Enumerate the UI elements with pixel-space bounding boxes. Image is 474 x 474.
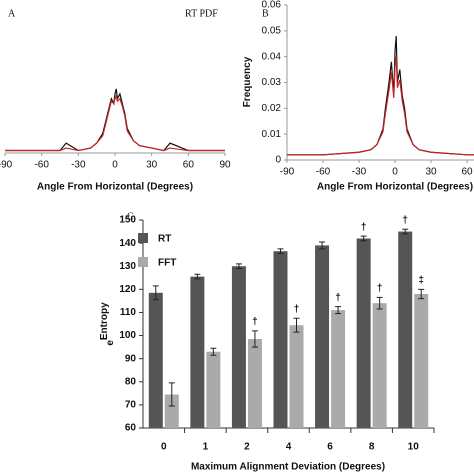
error-bar <box>210 347 217 356</box>
x-axis-label: Maximum Alignment Deviation (Degrees) <box>191 462 385 473</box>
x-tick-label: -90 <box>280 167 295 178</box>
y-tick-label: 70 <box>125 400 137 411</box>
x-tick-label: 0 <box>392 167 398 178</box>
significance-marker: † <box>335 292 341 303</box>
y-tick-label: 0.03 <box>262 77 282 88</box>
y-tick-label: 140 <box>119 238 136 249</box>
series-line <box>287 56 474 156</box>
legend-label: FFT <box>158 258 176 269</box>
series-line <box>5 94 225 152</box>
bar <box>356 238 371 428</box>
panel-letter: C <box>127 211 134 222</box>
x-tick-label: -60 <box>34 160 49 171</box>
bar <box>398 231 413 428</box>
error-bar <box>360 235 367 242</box>
y-tick-label: 0.04 <box>262 51 282 62</box>
legend-label: RT <box>158 234 171 245</box>
error-bar <box>251 330 258 348</box>
x-tick-label: 0 <box>161 442 167 453</box>
y-tick-label: 100 <box>119 330 136 341</box>
error-bar <box>235 263 242 270</box>
panel-letter: A <box>8 8 16 19</box>
bar <box>315 245 330 428</box>
x-axis-label: Angle From Horizontal (Degrees) <box>37 182 193 193</box>
bar <box>231 266 246 428</box>
y-tick-label: 0.05 <box>262 25 282 36</box>
bar <box>190 276 205 428</box>
chart-title: RT PDF <box>185 8 218 19</box>
significance-marker: † <box>294 304 300 315</box>
legend-swatch <box>138 233 148 243</box>
x-tick-label: 30 <box>425 167 437 178</box>
bar <box>247 339 262 428</box>
bar <box>206 351 221 428</box>
significance-marker: † <box>402 215 408 226</box>
x-tick-label: 30 <box>146 160 158 171</box>
error-bar <box>376 296 383 310</box>
bar <box>164 394 179 428</box>
y-axis-label: eEntropy <box>99 302 116 346</box>
y-tick-label: 0.01 <box>262 129 282 140</box>
y-tick-label: 0 <box>275 155 281 166</box>
y-tick-label: 150 <box>119 215 136 226</box>
y-tick-label: 60 <box>125 423 137 434</box>
significance-marker: † <box>252 317 258 328</box>
y-tick-label: 0.02 <box>262 103 282 114</box>
bar <box>289 325 304 428</box>
panel-letter: B <box>262 8 269 19</box>
x-tick-label: 0 <box>112 160 118 171</box>
bar <box>331 310 346 428</box>
x-tick-label: 60 <box>183 160 195 171</box>
significance-marker: ‡ <box>418 275 424 286</box>
x-tick-label: 8 <box>369 442 375 453</box>
error-bar <box>194 273 201 280</box>
significance-marker: † <box>361 222 367 233</box>
x-tick-label: 6 <box>327 442 333 453</box>
x-tick-label: 2 <box>244 442 250 453</box>
error-bar <box>277 248 284 255</box>
y-tick-label: 90 <box>125 353 137 364</box>
x-tick-label: 10 <box>408 442 420 453</box>
significance-marker: † <box>377 283 383 294</box>
error-bar <box>168 382 175 407</box>
x-axis-label: Angle From Horizontal (Degrees) <box>317 182 473 193</box>
y-axis-label: Frequency <box>242 56 253 107</box>
error-bar <box>319 241 326 250</box>
error-bar <box>152 285 159 301</box>
y-tick-label: 110 <box>120 307 137 318</box>
error-bar <box>418 288 425 300</box>
bar <box>273 251 288 428</box>
error-bar <box>402 228 409 235</box>
y-tick-label: 130 <box>119 261 136 272</box>
y-tick-label: 120 <box>119 284 136 295</box>
error-bar <box>335 306 342 315</box>
x-tick-label: 90 <box>219 160 231 171</box>
bar <box>148 292 163 428</box>
x-tick-label: -90 <box>0 160 13 171</box>
y-tick-label: 0.06 <box>262 0 282 11</box>
x-tick-label: 60 <box>461 167 473 178</box>
legend-swatch <box>138 257 148 267</box>
x-tick-label: 4 <box>286 442 292 453</box>
x-tick-label: -30 <box>71 160 86 171</box>
y-axis-label-base: Frequency <box>242 56 253 107</box>
y-axis-label-superscript: Entropy <box>99 302 110 340</box>
x-tick-label: -60 <box>316 167 331 178</box>
bar <box>414 293 429 428</box>
x-tick-label: -30 <box>352 167 367 178</box>
x-tick-label: 1 <box>203 442 209 453</box>
error-bar <box>293 317 300 333</box>
bar <box>372 303 387 428</box>
y-tick-label: 80 <box>125 376 137 387</box>
y-axis-label-base: e <box>105 340 116 346</box>
